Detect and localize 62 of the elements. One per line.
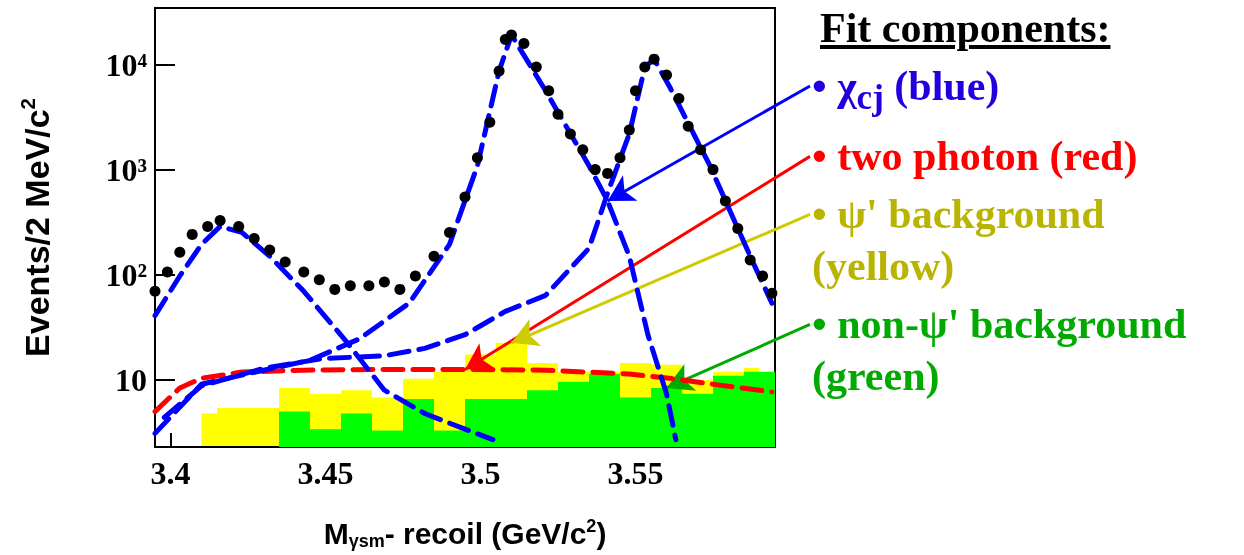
point [264,244,276,256]
point [639,61,651,73]
x-tick-label: 3.45 [297,455,354,491]
point [428,250,440,262]
point [744,254,756,266]
point [530,61,542,73]
point [518,37,530,49]
point [186,228,198,240]
annotation: • ψ' background (yellow) [812,191,1105,290]
point [719,195,731,207]
annotation: • non-ψ' background (green) [812,301,1187,400]
point [493,65,505,77]
point [313,274,325,286]
point [378,276,390,288]
point [444,227,455,239]
point [506,29,517,41]
point [409,270,421,282]
y-tick-label: 10³ [105,152,147,189]
point [757,270,769,282]
point [149,285,161,297]
y-tick-label: 10² [105,257,147,294]
point [161,266,173,278]
y-tick-label: 10⁴ [105,47,148,84]
point [695,144,707,156]
point [552,108,564,120]
y-tick-label: 10 [115,362,147,398]
point [766,287,778,299]
point [344,280,356,292]
point [394,283,406,295]
point [648,53,660,65]
point [682,120,694,132]
point [564,128,576,140]
point [673,93,685,105]
point [279,256,291,268]
point [174,246,186,258]
point [630,85,641,97]
text: Fit components: [820,4,1112,53]
point [661,69,672,81]
point [732,222,744,234]
x-tick-label: 3.5 [460,455,501,491]
x-tick-label: 3.4 [150,455,191,491]
point [543,85,555,97]
annotation: • two photon (red) [812,133,1138,180]
point [471,152,483,164]
y-axis-title: Events/2 MeV/c2 [17,98,56,357]
point [459,191,471,203]
point [484,116,496,128]
x-tick-label: 3.55 [607,455,664,491]
point [623,124,635,136]
point [298,266,310,278]
point [202,221,214,232]
point [214,215,226,227]
point [329,283,341,295]
point [602,167,614,179]
point [363,280,375,292]
point [248,232,260,244]
point [233,221,245,232]
point [589,164,601,176]
point [577,144,589,156]
point [707,164,719,176]
annotation: • χ$_{cj}$ (blue) [812,63,1000,118]
point [614,152,626,164]
